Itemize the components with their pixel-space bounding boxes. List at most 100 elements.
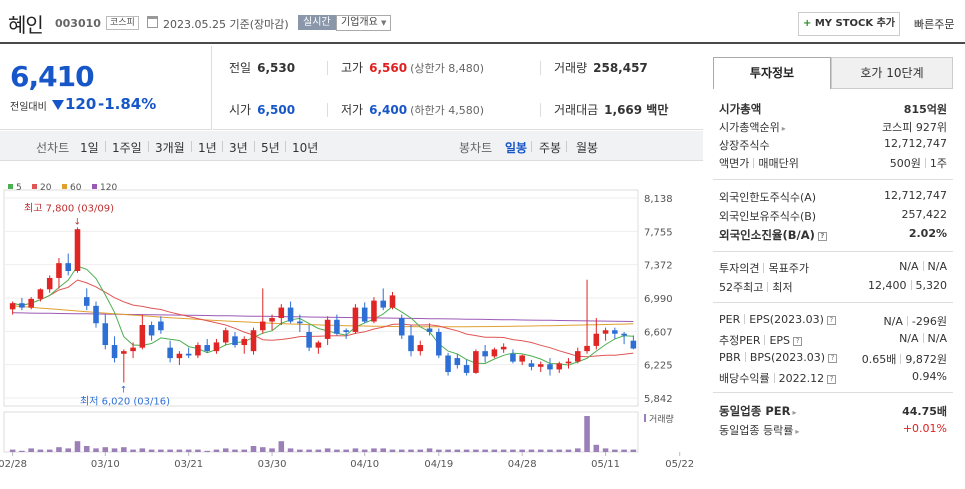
row-pbr: PBR BPS(2023.03)? 0.65배 9,872원 bbox=[719, 351, 947, 367]
chevron-down-icon: ▼ bbox=[381, 19, 387, 27]
candle-body bbox=[278, 307, 285, 319]
volume-bar bbox=[380, 448, 386, 452]
candle-body bbox=[111, 345, 118, 359]
divider bbox=[773, 373, 775, 383]
candle-body bbox=[65, 263, 71, 271]
help-icon[interactable]: ? bbox=[826, 316, 836, 325]
tab-invest-info[interactable]: 투자정보 bbox=[713, 57, 831, 89]
sector-per-value: 44.75배 bbox=[902, 405, 947, 418]
volume-bar bbox=[158, 449, 164, 452]
volume-bar bbox=[510, 449, 516, 452]
volume-bar bbox=[74, 441, 81, 452]
volume-bar bbox=[65, 448, 71, 452]
candle-body bbox=[250, 330, 257, 352]
volume-bar bbox=[612, 449, 618, 452]
calendar-icon bbox=[147, 16, 158, 28]
realtime-button[interactable]: 실시간 bbox=[298, 15, 336, 30]
candle-body bbox=[482, 351, 488, 357]
candle-body bbox=[204, 345, 210, 352]
unit-label: 매매단위 bbox=[758, 157, 799, 170]
period-1d[interactable]: 1일 bbox=[80, 141, 99, 155]
legend-swatch bbox=[62, 184, 67, 189]
volume-bar bbox=[111, 448, 118, 452]
pbr-label: PBR bbox=[719, 351, 741, 364]
upper-limit: (상한가 8,480) bbox=[410, 62, 484, 75]
stat-high: 고가 6,560 (상한가 8,480) bbox=[341, 59, 484, 76]
candle-body bbox=[556, 363, 563, 370]
sector-rate-label: 동일업종 등락률 bbox=[719, 424, 794, 437]
y-tick-label: 6,990 bbox=[644, 294, 673, 305]
target-value: N/A bbox=[927, 260, 947, 273]
volume-bar bbox=[408, 449, 414, 452]
candle-monthly[interactable]: 월봉 bbox=[576, 141, 599, 155]
foreign-hold-label: 외국인보유주식수(B) bbox=[719, 210, 817, 223]
help-icon[interactable]: ? bbox=[793, 337, 803, 346]
volume-bar bbox=[93, 448, 99, 452]
volume-bar bbox=[148, 449, 155, 452]
stock-name: 혜인 bbox=[8, 13, 44, 37]
row-dividend: 배당수익률 2022.12? 0.94% bbox=[719, 370, 947, 386]
candle-daily[interactable]: 일봉 bbox=[505, 141, 528, 155]
candle-body bbox=[9, 303, 16, 310]
divider bbox=[744, 352, 746, 362]
period-3m[interactable]: 3개월 bbox=[155, 141, 185, 155]
stat-high-label: 고가 bbox=[341, 61, 364, 75]
period-1y[interactable]: 1년 bbox=[198, 141, 217, 155]
volume-bar bbox=[83, 446, 90, 452]
chevron-right-icon[interactable]: ▸ bbox=[781, 124, 786, 133]
volume-bar bbox=[343, 449, 349, 452]
company-overview-dropdown[interactable]: 기업개요 ▼ bbox=[336, 15, 392, 31]
period-1w[interactable]: 1주일 bbox=[112, 141, 142, 155]
candle-body bbox=[83, 297, 90, 306]
period-10y[interactable]: 10년 bbox=[292, 141, 319, 155]
tab-order-book[interactable]: 호가 10단계 bbox=[831, 57, 953, 89]
market-cap-rank-label: 시가총액순위 bbox=[719, 121, 780, 134]
volume-bar bbox=[287, 448, 294, 452]
volume-bar bbox=[260, 447, 266, 452]
stat-amount: 거래대금 1,669 백만 bbox=[554, 101, 668, 118]
w52-high-label: 52주최고 bbox=[719, 281, 764, 294]
volume-bar bbox=[28, 448, 34, 452]
candle-chart-label[interactable]: 봉차트 bbox=[459, 141, 493, 155]
legend-swatch bbox=[8, 184, 13, 189]
candle-body bbox=[380, 300, 386, 308]
period-3y[interactable]: 3년 bbox=[229, 141, 248, 155]
candle-body bbox=[185, 353, 192, 356]
candle-body bbox=[121, 351, 127, 354]
volume-bar bbox=[463, 449, 470, 452]
mystock-add-button[interactable]: + MY STOCK 추가 bbox=[798, 12, 900, 36]
volume-bar bbox=[528, 449, 535, 452]
period-5y[interactable]: 5년 bbox=[261, 141, 280, 155]
chevron-right-icon[interactable]: ▸ bbox=[795, 427, 800, 436]
help-icon[interactable]: ? bbox=[827, 375, 837, 384]
stock-chart[interactable]: 8,138 7,755 7,372 6,990 6,607 6,225 5,842 5 20 60… bbox=[0, 170, 703, 489]
y-tick-label: 6,225 bbox=[644, 361, 673, 372]
volume-bar bbox=[241, 449, 248, 452]
ma-5-line bbox=[12, 265, 634, 366]
market-cap-label: 시가총액 bbox=[719, 102, 762, 116]
price-change-pct: -1.84% bbox=[98, 95, 157, 113]
quick-order-link[interactable]: 빠른주문 bbox=[914, 18, 955, 31]
volume-bar bbox=[473, 449, 479, 452]
line-chart-label[interactable]: 선차트 bbox=[36, 141, 70, 155]
candle-weekly[interactable]: 주봉 bbox=[539, 141, 562, 155]
max-price-label: 최고 7,800 (03/09) bbox=[24, 202, 114, 214]
help-icon[interactable]: ? bbox=[828, 354, 838, 363]
row-market-cap: 시가총액 815억원 bbox=[719, 101, 947, 117]
volume-bar bbox=[102, 447, 109, 452]
volume-bar bbox=[204, 450, 210, 452]
candle-body bbox=[389, 295, 396, 308]
stock-code: 003010 bbox=[55, 17, 101, 30]
market-cap-value: 815억원 bbox=[903, 103, 947, 116]
chevron-right-icon[interactable]: ▸ bbox=[792, 408, 797, 417]
section-divider bbox=[713, 302, 953, 303]
base-date: 2023.05.25 기준(장마감) bbox=[163, 18, 289, 31]
candle-body bbox=[436, 331, 442, 356]
candle-body bbox=[584, 345, 590, 352]
volume-bar bbox=[584, 416, 590, 452]
candle-body bbox=[500, 346, 507, 350]
divider bbox=[254, 141, 255, 152]
shares-value: 12,712,747 bbox=[884, 137, 947, 150]
help-icon[interactable]: ? bbox=[817, 232, 827, 241]
row-per: PER EPS(2023.03)? N/A -296원 bbox=[719, 313, 947, 329]
